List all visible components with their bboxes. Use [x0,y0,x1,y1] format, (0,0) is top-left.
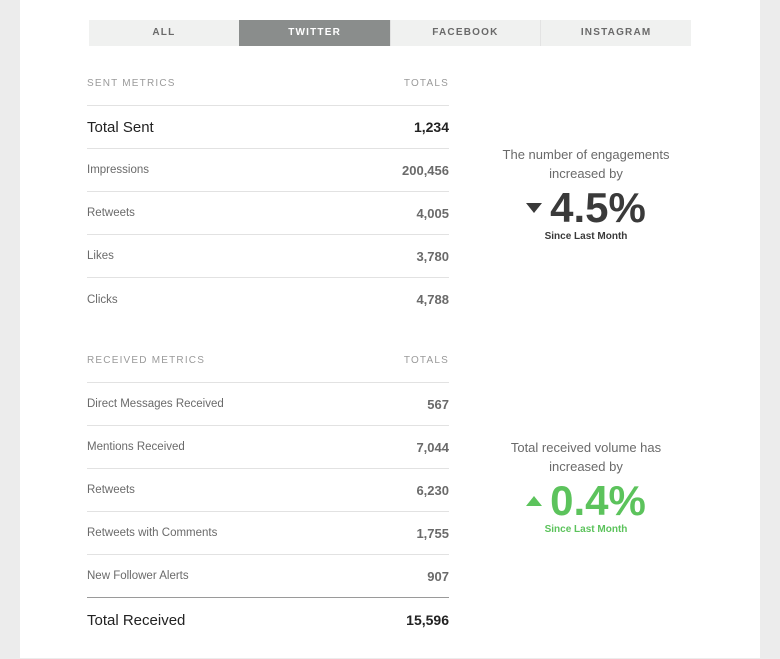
table-row: Likes 3,780 [87,235,449,278]
total-sent-label: Total Sent [87,118,154,136]
metric-label: Clicks [87,293,118,306]
metric-label: Retweets with Comments [87,527,218,539]
metric-value: 567 [427,396,449,412]
metric-label: Likes [87,250,114,262]
metric-label: Mentions Received [87,441,185,453]
engagement-since: Since Last Month [544,231,628,242]
metrics-card: ALL TWITTER FACEBOOK INSTAGRAM SENT METR… [20,0,760,658]
table-row: Retweets 4,005 [87,192,449,235]
triangle-down-icon [526,203,543,213]
metric-value: 7,044 [416,439,449,455]
received-metrics-title: RECEIVED METRICS [87,355,206,366]
metric-value: 907 [427,568,449,584]
total-sent-row: Total Sent 1,234 [87,106,449,149]
table-row: Clicks 4,788 [87,278,449,321]
sent-metrics-title: SENT METRICS [87,78,176,89]
metric-value: 6,230 [416,482,449,498]
engagement-stat-value: 4.5% [481,185,691,231]
metric-value: 200,456 [402,162,449,178]
table-row: Impressions 200,456 [87,149,449,192]
metric-label: Retweets [87,484,135,496]
metric-value: 1,755 [416,525,449,541]
metric-value: 3,780 [416,248,449,264]
network-tabs: ALL TWITTER FACEBOOK INSTAGRAM [89,20,691,46]
metric-value: 4,005 [416,205,449,221]
received-percent: 0.4% [550,477,646,524]
metric-value: 4,788 [416,292,449,307]
tab-facebook[interactable]: FACEBOOK [389,20,541,46]
engagement-stat-line2: increased by [549,166,623,181]
table-row: Retweets with Comments 1,755 [87,512,449,555]
engagement-percent: 4.5% [550,184,646,231]
received-since: Since Last Month [544,524,628,535]
tab-instagram[interactable]: INSTAGRAM [540,20,691,46]
table-row: Direct Messages Received 567 [87,383,449,426]
tab-twitter[interactable]: TWITTER [238,20,390,46]
engagement-stat-line1: The number of engagements [502,147,670,162]
metric-label: Retweets [87,207,135,219]
total-sent-value: 1,234 [413,119,449,135]
engagement-stat: The number of engagements increased by 4… [481,145,691,242]
sent-metrics-header: SENT METRICS TOTALS [87,68,449,106]
table-row: Retweets 6,230 [87,469,449,512]
received-stat-value: 0.4% [481,478,691,524]
received-stat-line1: Total received volume has [510,440,662,455]
triangle-up-icon [526,496,543,506]
total-received-label: Total Received [87,611,186,629]
sent-totals-heading: TOTALS [403,78,449,89]
received-metrics-header: RECEIVED METRICS TOTALS [87,345,449,383]
received-totals-heading: TOTALS [403,355,449,366]
received-metrics-table: RECEIVED METRICS TOTALS Direct Messages … [87,345,449,642]
table-row: Mentions Received 7,044 [87,426,449,469]
tab-all[interactable]: ALL [89,20,239,46]
sent-metrics-table: SENT METRICS TOTALS Total Sent 1,234 Imp… [87,68,449,321]
metric-label: Direct Messages Received [87,398,224,410]
table-row: New Follower Alerts 907 [87,555,449,598]
total-received-row: Total Received 15,596 [87,598,449,642]
metric-label: New Follower Alerts [87,570,189,582]
received-volume-stat: Total received volume has increased by 0… [481,438,691,535]
total-received-value: 15,596 [406,612,449,628]
metric-label: Impressions [87,164,149,176]
received-stat-line2: increased by [549,459,623,474]
